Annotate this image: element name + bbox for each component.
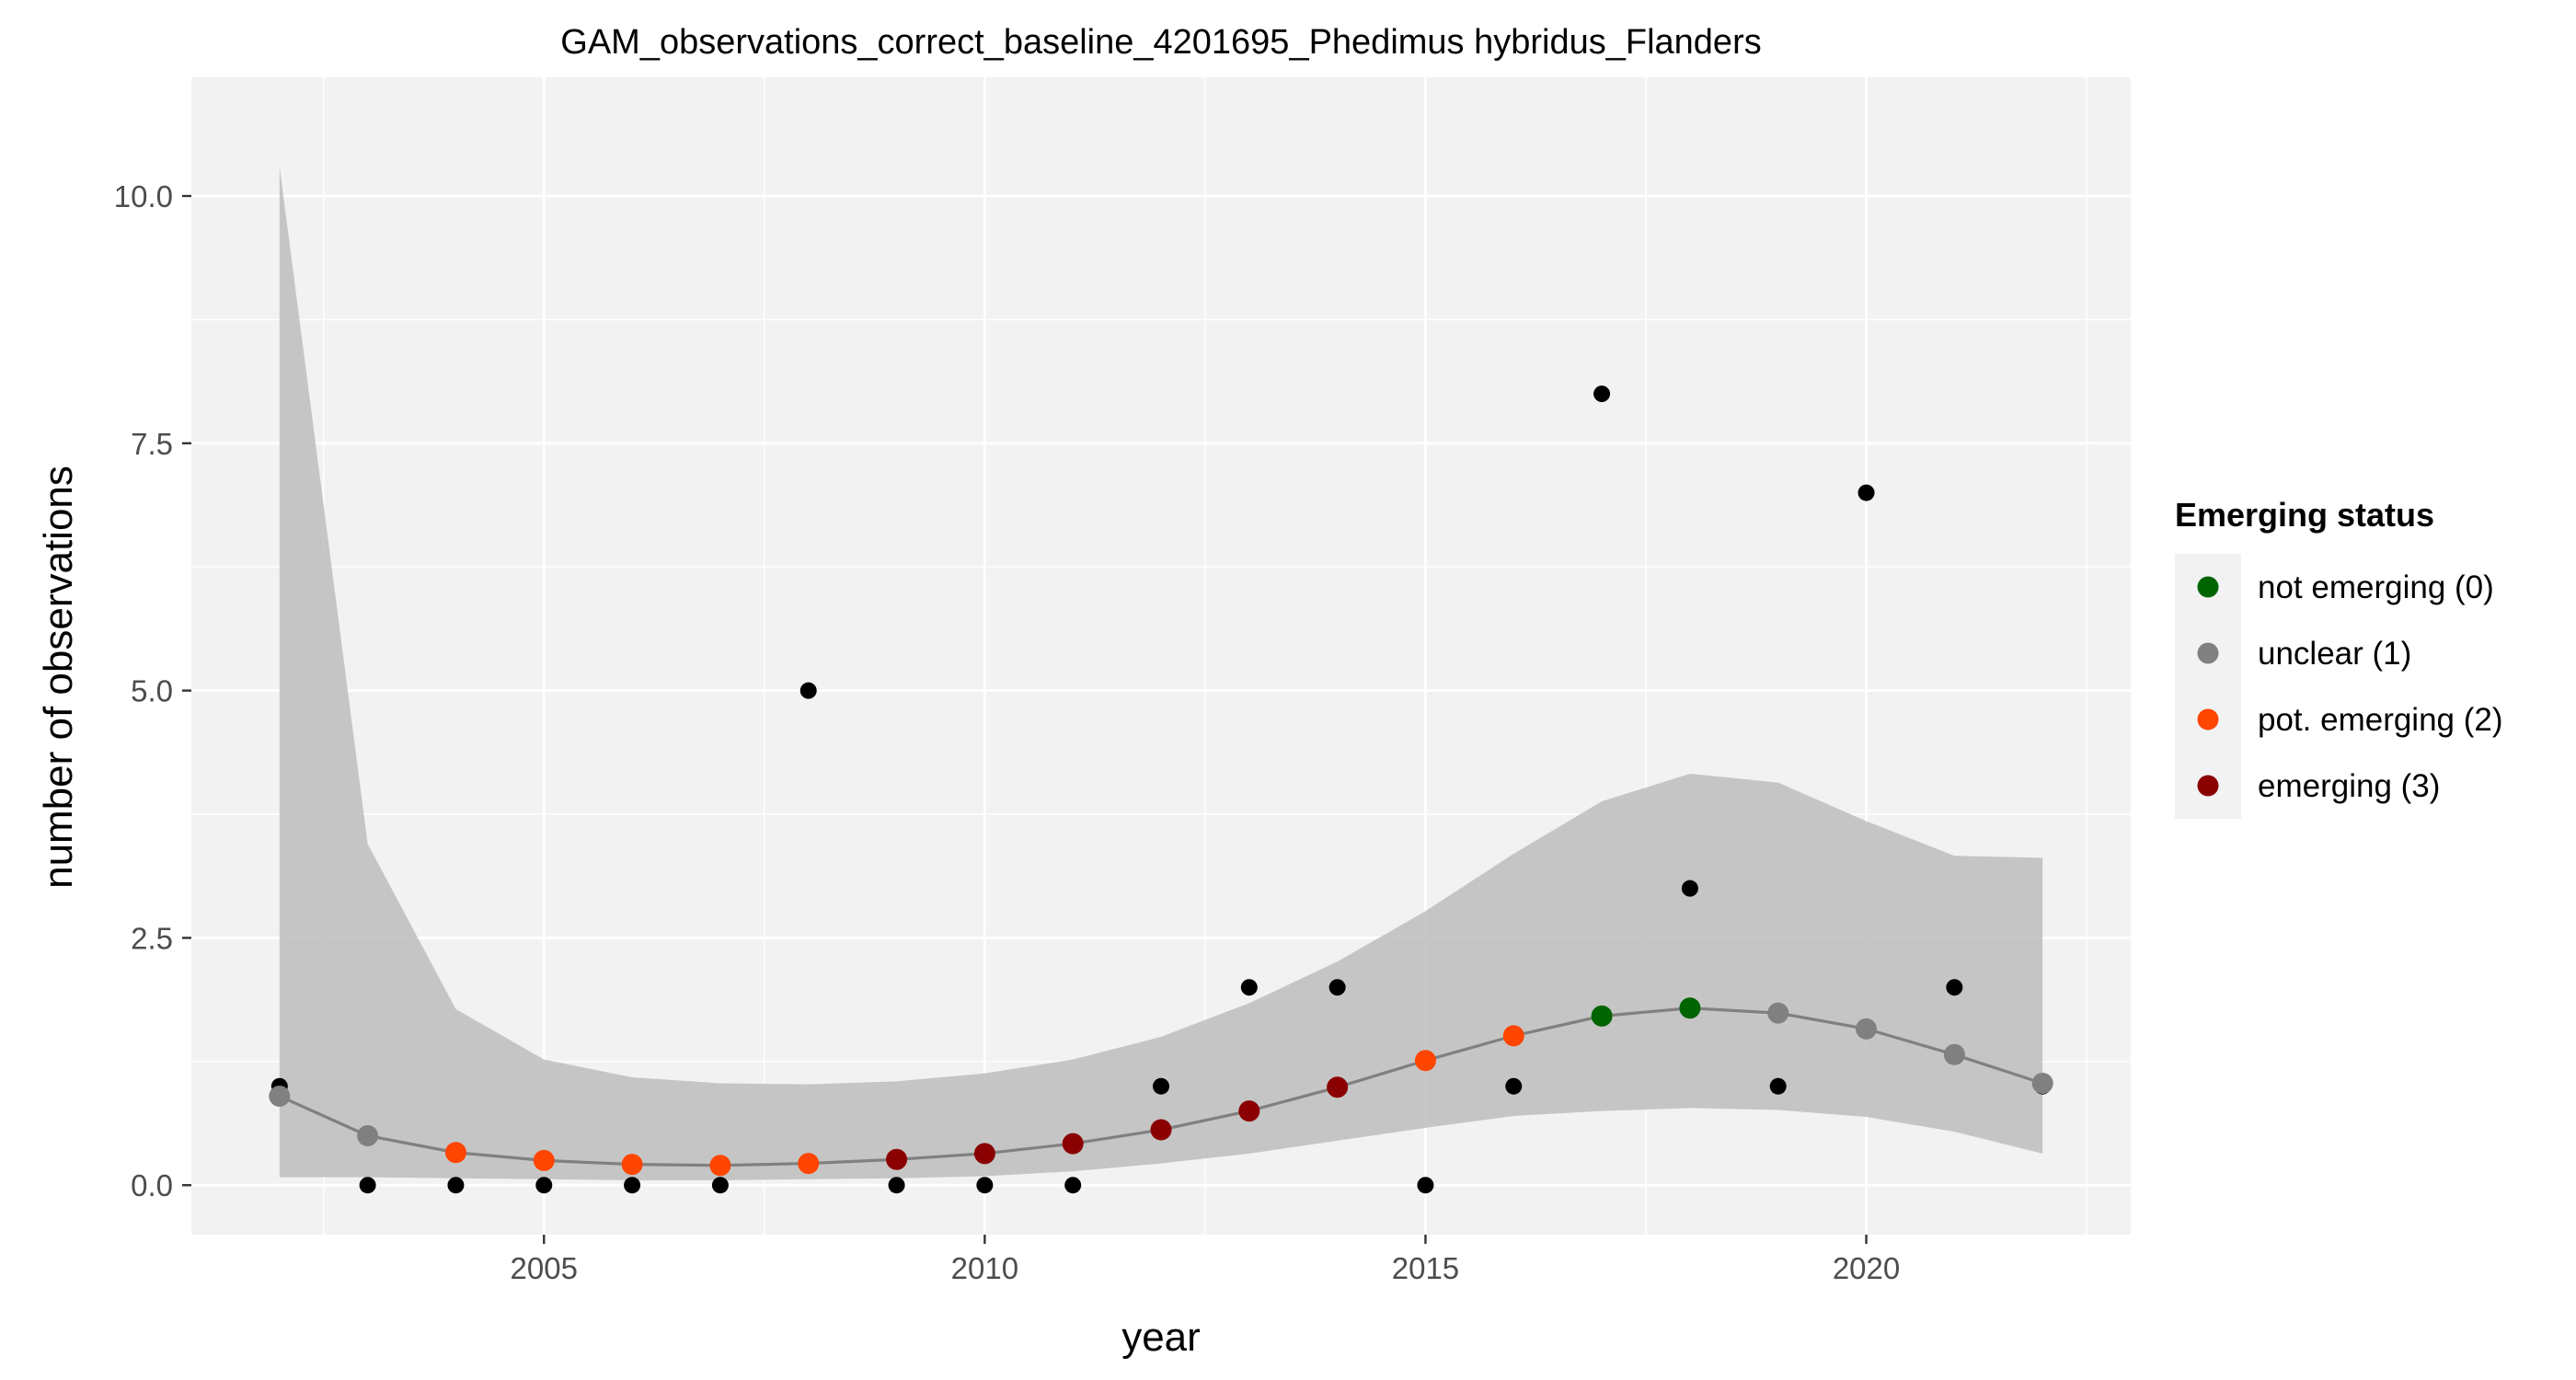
plot-panel xyxy=(191,77,2131,1235)
observation-point xyxy=(1681,880,1698,897)
observation-point xyxy=(711,1177,729,1194)
fit-point xyxy=(709,1155,731,1177)
legend: Emerging status not emerging (0) unclear … xyxy=(2175,496,2503,819)
y-tick-label: 10.0 xyxy=(114,179,173,213)
observation-point xyxy=(624,1177,641,1194)
observation-point xyxy=(888,1177,905,1194)
legend-title: Emerging status xyxy=(2175,496,2434,534)
fit-point xyxy=(1414,1050,1436,1072)
fit-point xyxy=(1062,1133,1084,1155)
fit-point xyxy=(1943,1043,1965,1065)
y-tick-label: 7.5 xyxy=(131,427,173,461)
observation-point xyxy=(1857,484,1875,501)
fit-point xyxy=(621,1154,643,1176)
observation-point xyxy=(1064,1177,1082,1194)
fit-point xyxy=(269,1085,291,1107)
x-tick-label: 2020 xyxy=(1833,1251,1900,1285)
legend-label-1: unclear (1) xyxy=(2258,636,2411,672)
x-tick-label: 2005 xyxy=(511,1251,578,1285)
observation-point xyxy=(1769,1077,1787,1095)
legend-key-2 xyxy=(2197,708,2219,730)
chart-title: GAM_observations_correct_baseline_420169… xyxy=(560,23,1761,62)
fit-point xyxy=(886,1148,908,1170)
confidence-band xyxy=(279,166,2043,1180)
observation-point xyxy=(1417,1177,1434,1194)
legend-label-2: pot. emerging (2) xyxy=(2258,702,2503,738)
observation-point xyxy=(1505,1077,1523,1095)
fit-point xyxy=(1238,1100,1260,1122)
legend-label-0: not emerging (0) xyxy=(2258,569,2494,605)
legend-key-1 xyxy=(2197,642,2219,664)
fit-point xyxy=(798,1153,820,1175)
observation-point xyxy=(976,1177,994,1194)
observation-point xyxy=(359,1177,376,1194)
fit-point xyxy=(1767,1002,1789,1024)
x-axis: 2005 2010 2015 2020 xyxy=(511,1235,1900,1285)
legend-entries: not emerging (0) unclear (1) pot. emerging… xyxy=(2197,569,2503,804)
x-tick-label: 2015 xyxy=(1392,1251,1459,1285)
observation-point xyxy=(535,1177,553,1194)
observation-point xyxy=(1593,385,1611,403)
fit-point xyxy=(1150,1119,1172,1141)
fit-point xyxy=(1327,1076,1349,1098)
fit-point xyxy=(444,1142,466,1164)
y-tick-label: 2.5 xyxy=(131,921,173,955)
fit-point xyxy=(357,1124,379,1146)
observation-point xyxy=(1328,979,1346,996)
fit-point xyxy=(1679,997,1701,1019)
y-axis-label: number of observations xyxy=(36,466,81,889)
x-axis-label: year xyxy=(1121,1315,1201,1360)
y-tick-label: 5.0 xyxy=(131,674,173,708)
legend-key-0 xyxy=(2197,576,2219,598)
fit-point xyxy=(2031,1072,2053,1094)
observation-point xyxy=(1240,979,1258,996)
fit-point xyxy=(533,1149,555,1171)
y-axis: 0.0 2.5 5.0 7.5 10.0 xyxy=(114,179,191,1202)
legend-key-background xyxy=(2175,554,2241,819)
fit-point xyxy=(1856,1018,1878,1040)
fit-point xyxy=(973,1143,995,1165)
observation-point xyxy=(1946,979,1963,996)
y-tick-label: 0.0 xyxy=(131,1168,173,1202)
fit-point xyxy=(1591,1005,1613,1027)
observation-point xyxy=(1153,1077,1169,1095)
legend-key-3 xyxy=(2197,775,2219,797)
x-tick-label: 2010 xyxy=(951,1251,1018,1285)
observation-point xyxy=(447,1177,465,1194)
legend-label-3: emerging (3) xyxy=(2258,768,2440,804)
fit-point xyxy=(1502,1025,1524,1047)
observation-point xyxy=(799,682,817,699)
